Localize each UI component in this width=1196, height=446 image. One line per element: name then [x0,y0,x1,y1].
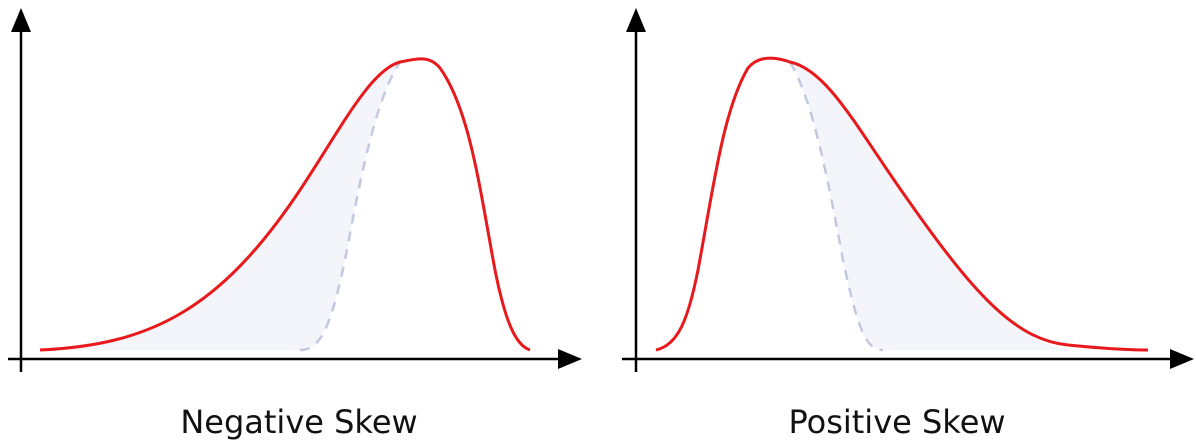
skew-shaded-region [40,62,400,350]
skew-shaded-region [790,62,1068,350]
negative-skew-label: Negative Skew [180,403,418,441]
normal-reference-curve [299,61,402,352]
positive-skew-diagram [622,8,1194,372]
positive-skew-panel: Positive Skew [598,0,1196,446]
y-axis [11,8,31,372]
normal-reference-curve [788,61,884,352]
negative-skew-diagram [8,8,582,372]
positive-skew-label: Positive Skew [788,403,1006,441]
x-axis [8,349,582,369]
y-axis [626,8,646,372]
positive-skew-curve [655,56,1149,352]
x-axis [622,349,1194,369]
negative-skew-panel: Negative Skew [8,8,582,441]
negative-skew-curve [39,57,531,352]
